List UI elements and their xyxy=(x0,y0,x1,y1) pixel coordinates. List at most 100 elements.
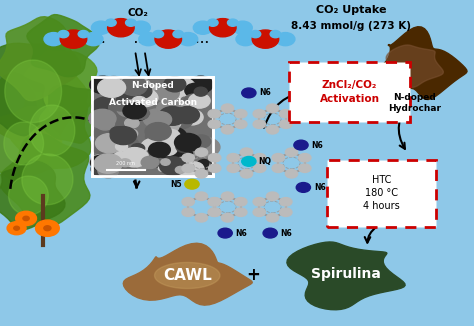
Text: N5: N5 xyxy=(170,180,182,189)
Circle shape xyxy=(112,150,126,159)
Circle shape xyxy=(194,87,207,96)
Text: CO₂: CO₂ xyxy=(127,8,148,18)
Circle shape xyxy=(252,30,279,48)
Circle shape xyxy=(158,128,168,135)
Circle shape xyxy=(159,129,181,144)
Circle shape xyxy=(117,93,134,105)
Circle shape xyxy=(189,76,213,93)
Circle shape xyxy=(168,147,179,155)
Circle shape xyxy=(154,117,179,135)
Circle shape xyxy=(167,101,190,116)
Circle shape xyxy=(126,106,147,121)
Circle shape xyxy=(191,135,211,148)
Polygon shape xyxy=(0,106,62,181)
Circle shape xyxy=(91,163,109,175)
Circle shape xyxy=(14,226,19,230)
Circle shape xyxy=(157,100,181,116)
Text: N6: N6 xyxy=(314,183,326,192)
Polygon shape xyxy=(9,90,91,171)
Circle shape xyxy=(16,211,36,226)
Circle shape xyxy=(250,31,261,38)
Circle shape xyxy=(175,107,200,124)
Circle shape xyxy=(90,155,111,170)
Circle shape xyxy=(182,154,194,162)
Circle shape xyxy=(197,160,211,169)
Circle shape xyxy=(84,33,103,46)
Text: Spirulina: Spirulina xyxy=(311,267,381,281)
Polygon shape xyxy=(39,85,102,143)
Circle shape xyxy=(140,138,169,157)
Circle shape xyxy=(132,96,146,107)
Circle shape xyxy=(195,170,208,178)
Circle shape xyxy=(272,154,284,162)
Circle shape xyxy=(235,198,247,206)
Circle shape xyxy=(208,208,220,216)
Circle shape xyxy=(98,164,118,178)
Circle shape xyxy=(125,118,139,128)
Circle shape xyxy=(98,78,126,97)
Circle shape xyxy=(195,192,208,200)
Circle shape xyxy=(263,228,277,238)
Circle shape xyxy=(129,147,153,163)
Text: Activated Carbon: Activated Carbon xyxy=(109,98,197,107)
Text: N6: N6 xyxy=(311,141,323,150)
Circle shape xyxy=(110,127,126,138)
Polygon shape xyxy=(5,60,62,123)
Circle shape xyxy=(60,30,87,48)
Text: +: + xyxy=(246,266,261,285)
Circle shape xyxy=(176,141,193,153)
Circle shape xyxy=(280,110,292,118)
Circle shape xyxy=(131,144,145,153)
Circle shape xyxy=(131,21,150,34)
Circle shape xyxy=(149,118,161,126)
Circle shape xyxy=(95,146,108,155)
Circle shape xyxy=(160,127,187,146)
Circle shape xyxy=(221,126,234,134)
Text: N6: N6 xyxy=(259,88,271,97)
Circle shape xyxy=(147,160,157,167)
Circle shape xyxy=(228,19,238,26)
Circle shape xyxy=(162,139,171,144)
Circle shape xyxy=(254,164,266,172)
Circle shape xyxy=(253,110,265,118)
Text: CO₂ Uptake: CO₂ Uptake xyxy=(316,5,386,15)
Circle shape xyxy=(96,117,115,130)
Text: N-doped: N-doped xyxy=(131,82,174,91)
Circle shape xyxy=(146,127,173,146)
Circle shape xyxy=(133,84,141,90)
Circle shape xyxy=(182,164,194,172)
Circle shape xyxy=(36,220,59,236)
Circle shape xyxy=(266,214,279,222)
FancyBboxPatch shape xyxy=(92,77,213,176)
Circle shape xyxy=(58,31,69,38)
Circle shape xyxy=(209,164,221,172)
Circle shape xyxy=(195,214,208,222)
Polygon shape xyxy=(27,15,100,77)
Circle shape xyxy=(89,109,116,128)
Circle shape xyxy=(209,154,221,162)
Circle shape xyxy=(182,198,194,206)
Circle shape xyxy=(227,154,239,162)
Circle shape xyxy=(120,79,137,91)
Circle shape xyxy=(147,85,160,94)
Circle shape xyxy=(160,157,186,175)
Text: N6: N6 xyxy=(236,229,247,238)
Circle shape xyxy=(299,164,311,172)
Circle shape xyxy=(175,166,185,173)
Circle shape xyxy=(78,31,89,38)
Circle shape xyxy=(114,103,137,119)
Circle shape xyxy=(253,120,265,128)
Circle shape xyxy=(132,108,149,119)
Circle shape xyxy=(174,133,201,152)
Text: ZnCl₂/CO₂
Activation: ZnCl₂/CO₂ Activation xyxy=(319,81,380,104)
Text: N-doped
Hydrochar: N-doped Hydrochar xyxy=(388,93,441,113)
Circle shape xyxy=(236,33,255,46)
Text: 8.43 mmol/g (273 K): 8.43 mmol/g (273 K) xyxy=(291,21,411,31)
Circle shape xyxy=(181,110,203,125)
Circle shape xyxy=(90,76,115,94)
Circle shape xyxy=(242,88,256,98)
Circle shape xyxy=(97,137,112,147)
Circle shape xyxy=(164,118,181,129)
Circle shape xyxy=(106,19,116,26)
Circle shape xyxy=(161,159,170,165)
